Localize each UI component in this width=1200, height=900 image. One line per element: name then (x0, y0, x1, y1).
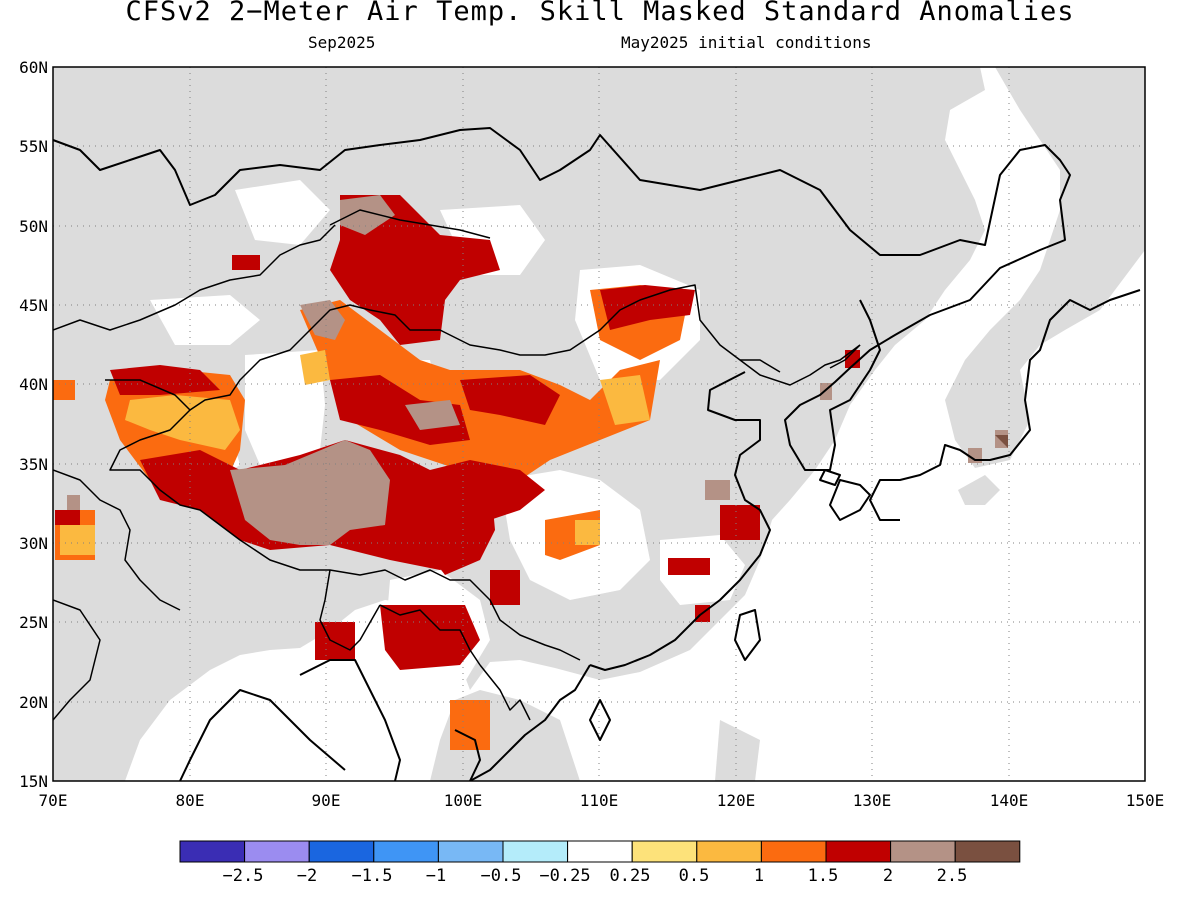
lat-label-40n: 40N (19, 375, 48, 394)
lon-label-70e: 70E (38, 791, 68, 810)
initial-conditions-label: May2025 initial conditions (621, 33, 872, 52)
lat-label-55n: 55N (19, 137, 48, 156)
legend-swatch (954, 840, 1021, 863)
lat-label-30n: 30N (19, 534, 48, 553)
legend-label: 1.5 (807, 866, 839, 886)
legend-swatch (502, 840, 569, 863)
lon-label-100e: 100E (443, 791, 483, 810)
lat-label-20n: 20N (19, 693, 48, 712)
lat-label-50n: 50N (19, 217, 48, 236)
valid-month-label: Sep2025 (308, 33, 376, 52)
lat-label-15n: 15N (19, 772, 48, 791)
legend-swatch (696, 840, 762, 863)
legend-swatch (308, 840, 375, 863)
map-title: CFSv2 2−Meter Air Temp. Skill Masked Sta… (125, 0, 1075, 27)
legend-swatch (825, 840, 892, 863)
lon-label-150e: 150E (1125, 791, 1165, 810)
legend-swatch (567, 840, 633, 863)
lon-label-140e: 140E (989, 791, 1029, 810)
anomaly-2p5-region (67, 195, 1008, 545)
legend-label: −0.5 (480, 866, 522, 886)
lon-label-120e: 120E (716, 791, 756, 810)
legend-swatch (244, 840, 310, 863)
anomaly-1-region (60, 350, 650, 555)
legend-label: −0.25 (539, 866, 591, 886)
lat-label-45n: 45N (19, 296, 48, 315)
legend-swatch (631, 840, 698, 863)
lat-label-60n: 60N (19, 58, 48, 77)
legend-label: −1 (425, 866, 447, 886)
legend-swatch (373, 840, 439, 863)
legend-label: −1.5 (351, 866, 393, 886)
lon-label-110e: 110E (579, 791, 619, 810)
legend-label: −2.5 (222, 866, 264, 886)
lon-label-80e: 80E (175, 791, 205, 810)
legend-label: 0.25 (609, 866, 651, 886)
anomaly-3-region (995, 435, 1008, 448)
map-frame (52, 66, 1146, 782)
coastlines (53, 127, 1141, 781)
lon-label-130e: 130E (852, 791, 892, 810)
legend-swatch (760, 840, 827, 863)
legend-label: 0.5 (678, 866, 710, 886)
lon-label-90e: 90E (311, 791, 341, 810)
borders (53, 209, 861, 721)
legend-label: 2.5 (936, 866, 968, 886)
lat-label-35n: 35N (19, 455, 48, 474)
legend-label: 1 (753, 866, 765, 886)
legend-swatch (179, 840, 246, 863)
lat-label-25n: 25N (19, 613, 48, 632)
legend-label: 2 (882, 866, 894, 886)
legend-swatch (890, 840, 956, 863)
legend-label: −2 (296, 866, 318, 886)
legend-swatch (437, 840, 504, 863)
